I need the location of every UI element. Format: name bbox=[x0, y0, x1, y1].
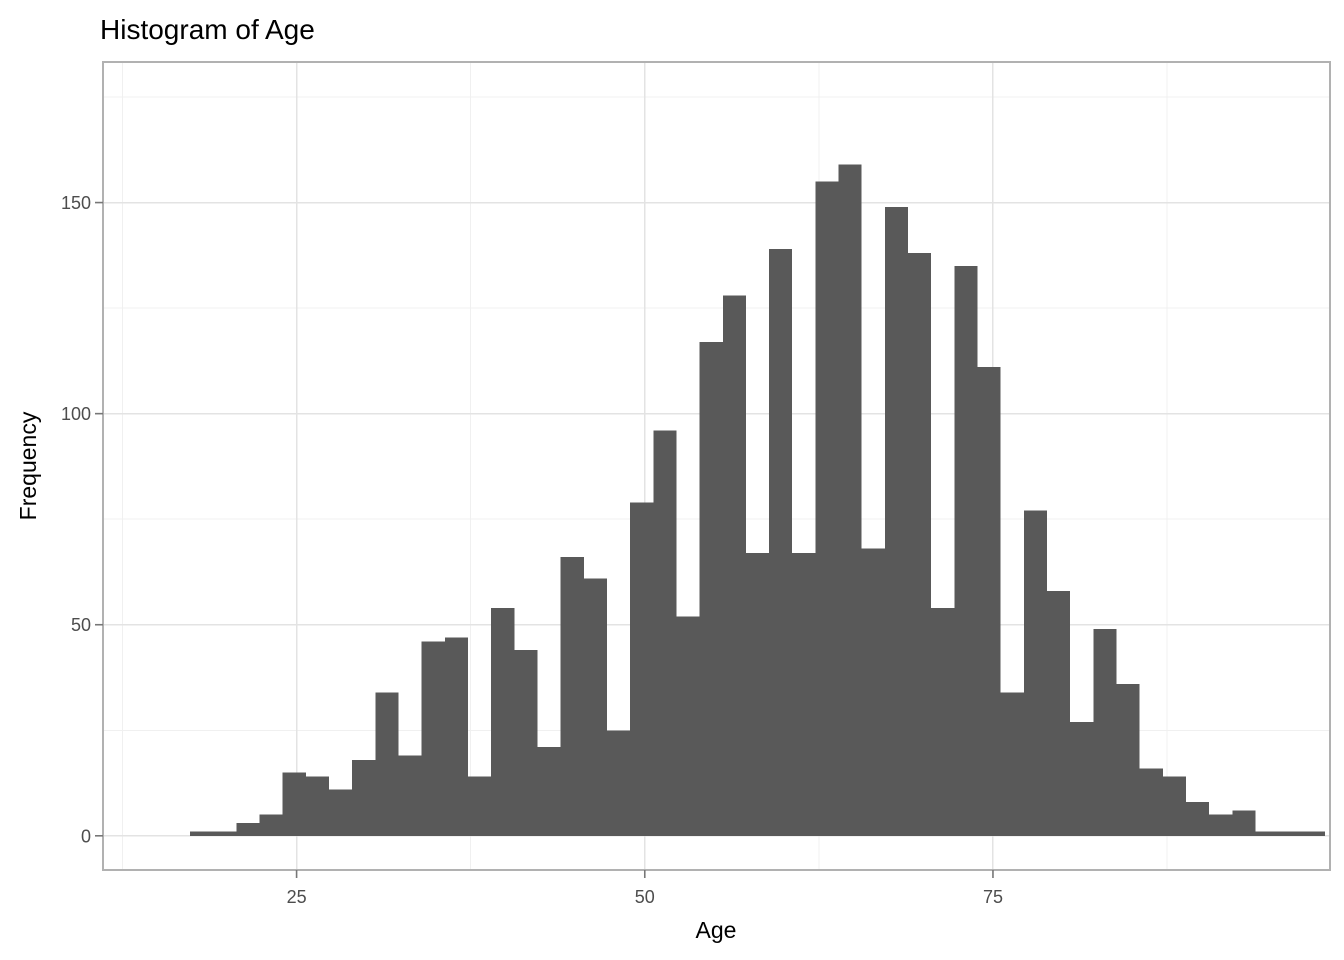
x-tick-label: 50 bbox=[635, 887, 655, 907]
histogram-bar bbox=[1023, 510, 1048, 836]
histogram-bar bbox=[1209, 814, 1233, 836]
chart-title: Histogram of Age bbox=[100, 14, 315, 45]
histogram-bar bbox=[676, 616, 700, 836]
histogram-bar bbox=[769, 249, 793, 836]
histogram-bar bbox=[444, 637, 468, 836]
histogram-bars bbox=[190, 164, 1325, 836]
histogram-bar bbox=[954, 265, 978, 836]
histogram-bar bbox=[1301, 831, 1325, 836]
histogram-bar bbox=[861, 548, 885, 836]
histogram-bar bbox=[1000, 692, 1024, 836]
x-axis-label: Age bbox=[696, 917, 737, 943]
histogram-bar bbox=[908, 253, 932, 836]
histogram-bar bbox=[329, 789, 353, 836]
histogram-bar bbox=[259, 814, 283, 836]
histogram-bar bbox=[236, 823, 260, 836]
y-tick-label: 50 bbox=[71, 615, 91, 635]
histogram-bar bbox=[305, 776, 330, 836]
histogram-bar bbox=[1139, 768, 1163, 836]
plot-panel-border bbox=[102, 61, 1331, 871]
histogram-bar bbox=[1185, 802, 1210, 836]
histogram-bar bbox=[213, 831, 237, 836]
histogram-bar bbox=[1162, 776, 1186, 836]
histogram-bar bbox=[352, 759, 376, 836]
histogram-bar bbox=[630, 502, 654, 836]
x-tick-label: 25 bbox=[287, 887, 307, 907]
histogram-bar bbox=[931, 607, 955, 836]
histogram-bar bbox=[606, 730, 631, 836]
histogram-bar bbox=[884, 206, 909, 836]
histogram-bar bbox=[514, 650, 538, 836]
histogram-bar bbox=[375, 692, 399, 836]
histogram-bar bbox=[1070, 721, 1094, 836]
histogram-bar bbox=[491, 607, 515, 836]
histogram-bar bbox=[1093, 628, 1117, 836]
axis-tick-marks bbox=[95, 201, 994, 878]
histogram-bar bbox=[815, 181, 839, 836]
histogram-bar bbox=[467, 776, 492, 836]
histogram-bar bbox=[722, 295, 746, 836]
histogram-bar bbox=[1255, 831, 1279, 836]
histogram-bar bbox=[1116, 683, 1140, 836]
histogram-bar bbox=[977, 367, 1001, 836]
histogram-bar bbox=[653, 430, 677, 836]
histogram-bar bbox=[1278, 831, 1302, 836]
y-axis-tick-labels: 0 50 100 150 bbox=[61, 193, 91, 846]
histogram-bar bbox=[1232, 810, 1256, 836]
histogram-bar bbox=[583, 578, 607, 836]
histogram-bar bbox=[1047, 590, 1071, 836]
histogram-bar bbox=[398, 755, 422, 836]
x-tick-label: 75 bbox=[983, 887, 1003, 907]
histogram-bar bbox=[745, 552, 770, 836]
histogram-bar bbox=[190, 831, 214, 836]
histogram-bar bbox=[421, 641, 445, 836]
histogram-bar bbox=[560, 557, 584, 836]
y-tick-label: 100 bbox=[61, 404, 91, 424]
y-tick-label: 0 bbox=[81, 826, 91, 846]
histogram-bar bbox=[537, 747, 561, 836]
y-tick-label: 150 bbox=[61, 193, 91, 213]
histogram-bar bbox=[282, 772, 306, 836]
histogram-bar bbox=[792, 552, 816, 836]
histogram-bar bbox=[699, 341, 723, 836]
y-axis-label: Frequency bbox=[15, 411, 41, 520]
histogram-bar bbox=[838, 164, 862, 836]
x-axis-tick-labels: 25 50 75 bbox=[287, 887, 1003, 907]
